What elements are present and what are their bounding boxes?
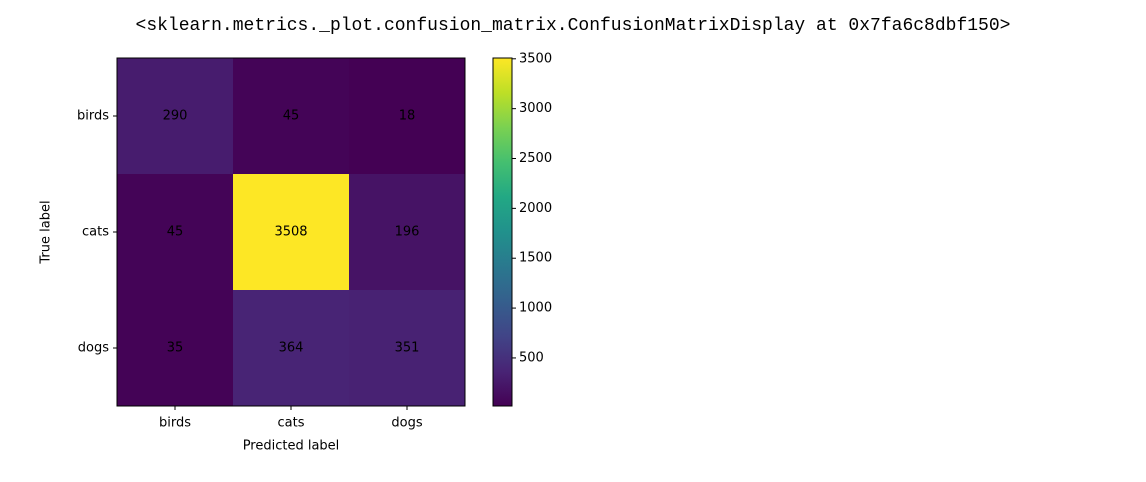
cell (233, 58, 349, 174)
y-axis-label: True label (39, 200, 54, 264)
colorbar-tick-label: 1500 (519, 251, 552, 266)
cell-label: 18 (399, 109, 416, 124)
cell-label: 3508 (274, 225, 307, 240)
cell (349, 174, 465, 290)
cell-label: 351 (395, 341, 420, 356)
x-tick-label: cats (278, 416, 305, 431)
cell (233, 174, 349, 290)
y-tick-label: cats (82, 225, 109, 240)
cell-label: 290 (163, 109, 188, 124)
cell-label: 45 (283, 109, 300, 124)
colorbar-tick-label: 3000 (519, 101, 552, 116)
cell-label: 196 (395, 225, 420, 240)
y-tick-label: dogs (78, 341, 109, 356)
x-tick-label: birds (159, 416, 191, 431)
cell-label: 45 (167, 225, 184, 240)
cell-label: 364 (279, 341, 304, 356)
x-tick-label: dogs (391, 416, 422, 431)
y-tick-label: birds (77, 109, 109, 124)
colorbar-tick-label: 3500 (519, 51, 552, 66)
x-axis-label: Predicted label (243, 439, 340, 454)
colorbar-tick-label: 1000 (519, 301, 552, 316)
colorbar-tick-label: 2500 (519, 151, 552, 166)
cell-label: 35 (167, 341, 184, 356)
output-text: <sklearn.metrics._plot.confusion_matrix.… (135, 16, 1011, 36)
cell (349, 58, 465, 174)
cell (117, 290, 233, 406)
cell (233, 290, 349, 406)
colorbar-tick-label: 2000 (519, 201, 552, 216)
cell (349, 290, 465, 406)
cell (117, 58, 233, 174)
cell (117, 174, 233, 290)
colorbar (492, 57, 513, 407)
colorbar-tick-label: 500 (519, 350, 544, 365)
